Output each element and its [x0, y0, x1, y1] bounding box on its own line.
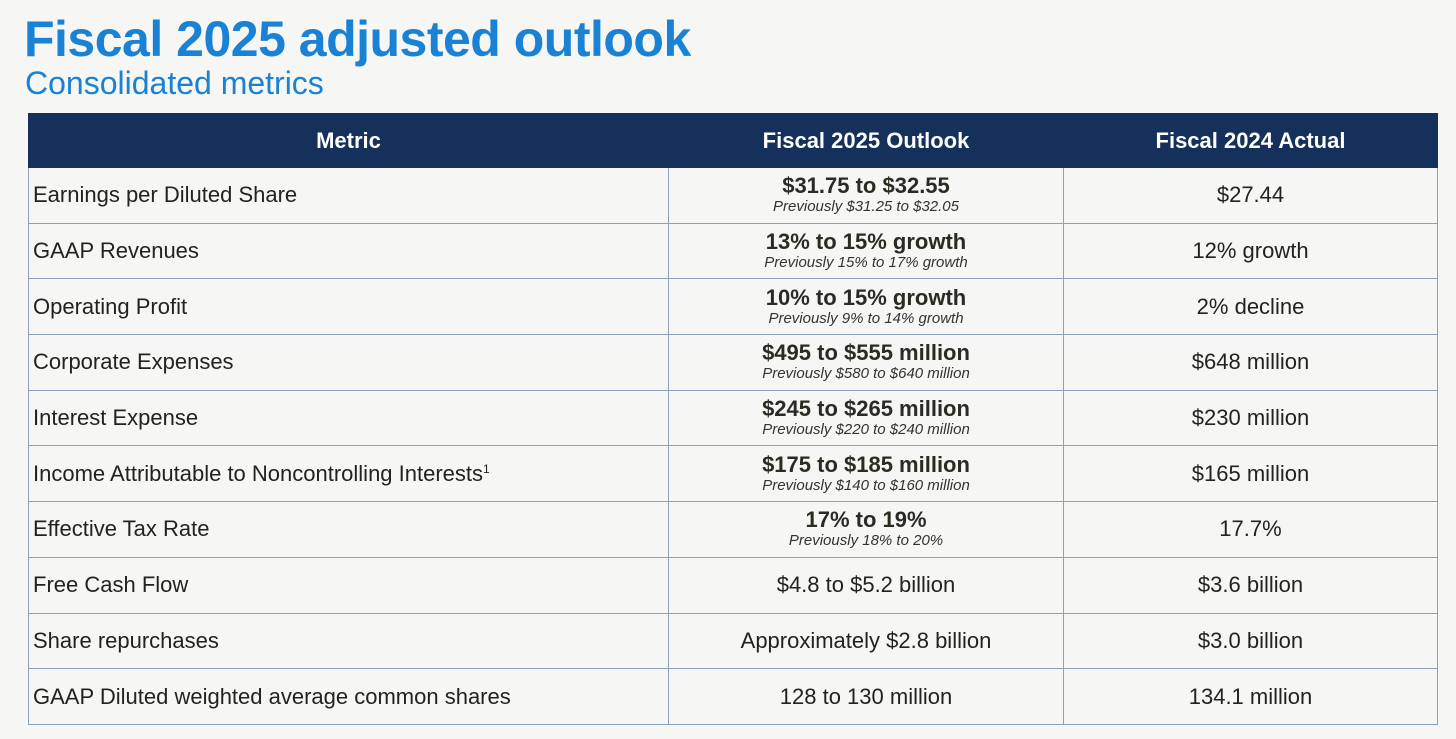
outlook-cell: $245 to $265 million Previously $220 to $… — [668, 389, 1064, 447]
previous-outlook-note: Previously 9% to 14% growth — [768, 309, 964, 327]
previous-outlook-note: Previously $31.25 to $32.05 — [773, 198, 959, 216]
actual-value: $3.0 billion — [1197, 627, 1304, 653]
outlook-value: $175 to $185 million — [762, 451, 970, 477]
outlook-value: 128 to 130 million — [779, 683, 953, 709]
actual-cell: 17.7% — [1063, 501, 1438, 558]
table-row: Income Attributable to Noncontrolling In… — [28, 445, 1438, 503]
page-subtitle: Consolidated metrics — [25, 65, 324, 101]
table-row: Interest Expense $245 to $265 million Prev… — [28, 389, 1438, 447]
actual-cell: $230 million — [1063, 389, 1438, 447]
actual-cell: 2% decline — [1063, 278, 1438, 336]
outlook-cell: Approximately $2.8 billion — [668, 612, 1064, 670]
actual-value: 12% growth — [1192, 238, 1309, 264]
header-actual: Fiscal 2024 Actual — [1063, 113, 1438, 168]
actual-value: $165 million — [1191, 460, 1310, 486]
outlook-cell: 17% to 19% Previously 18% to 20% — [668, 501, 1064, 558]
outlook-value: 10% to 15% growth — [765, 284, 967, 310]
actual-value: 134.1 million — [1188, 683, 1313, 709]
metric-label: Corporate Expenses — [33, 349, 234, 375]
outlook-value: 13% to 15% growth — [765, 229, 967, 255]
previous-outlook-note: Previously $580 to $640 million — [762, 365, 970, 383]
outlook-cell: $495 to $555 million Previously $580 to $… — [668, 334, 1064, 391]
outlook-cell: $31.75 to $32.55 Previously $31.25 to $32… — [668, 167, 1064, 224]
actual-cell: 12% growth — [1063, 222, 1438, 280]
actual-cell: $165 million — [1063, 445, 1438, 503]
outlook-cell: 10% to 15% growth Previously 9% to 14% gr… — [668, 278, 1064, 336]
actual-cell: 134.1 million — [1063, 668, 1438, 725]
table-row: Share repurchases Approximately $2.8 bill… — [28, 612, 1438, 670]
metric-cell: Interest Expense — [28, 389, 669, 447]
actual-cell: $648 million — [1063, 334, 1438, 391]
header-metric: Metric — [28, 113, 669, 168]
table-row: GAAP Revenues 13% to 15% growth Previously… — [28, 222, 1438, 280]
metric-cell: Share repurchases — [28, 612, 669, 670]
outlook-value: 17% to 19% — [805, 507, 927, 533]
outlook-cell: 13% to 15% growth Previously 15% to 17% g… — [668, 222, 1064, 280]
actual-value: 2% decline — [1196, 293, 1305, 319]
outlook-table: Metric Fiscal 2025 Outlook Fiscal 2024 A… — [28, 113, 1438, 725]
table-row: Operating Profit 10% to 15% growth Previou… — [28, 278, 1438, 336]
metric-label: Free Cash Flow — [33, 572, 189, 598]
actual-value: $27.44 — [1216, 182, 1285, 208]
metric-label: Interest Expense — [33, 405, 199, 431]
metric-cell: GAAP Revenues — [28, 222, 669, 280]
table-body: Earnings per Diluted Share $31.75 to $32.… — [28, 167, 1438, 725]
table-header: Metric Fiscal 2025 Outlook Fiscal 2024 A… — [28, 113, 1438, 168]
actual-cell: $27.44 — [1063, 167, 1438, 224]
previous-outlook-note: Previously $220 to $240 million — [762, 421, 970, 439]
page-title: Fiscal 2025 adjusted outlook — [24, 11, 691, 67]
metric-label: GAAP Revenues — [33, 238, 199, 264]
actual-value: $230 million — [1191, 405, 1310, 431]
metric-label: Effective Tax Rate — [33, 516, 210, 542]
previous-outlook-note: Previously $140 to $160 million — [762, 476, 970, 494]
metric-cell: Income Attributable to Noncontrolling In… — [28, 445, 669, 503]
table-row: GAAP Diluted weighted average common sha… — [28, 668, 1438, 725]
metric-label: GAAP Diluted weighted average common sha… — [33, 683, 511, 709]
table-row: Effective Tax Rate 17% to 19% Previously 1… — [28, 501, 1438, 558]
metric-label: Share repurchases — [33, 627, 219, 653]
metric-label: Operating Profit — [33, 293, 188, 319]
outlook-cell: $4.8 to $5.2 billion — [668, 556, 1064, 614]
header-row: Metric Fiscal 2025 Outlook Fiscal 2024 A… — [28, 113, 1438, 168]
outlook-value: $4.8 to $5.2 billion — [776, 572, 956, 598]
metric-cell: Operating Profit — [28, 278, 669, 336]
table-row: Free Cash Flow $4.8 to $5.2 billion $3.6 b… — [28, 556, 1438, 614]
metric-cell: Effective Tax Rate — [28, 501, 669, 558]
outlook-cell: $175 to $185 million Previously $140 to $… — [668, 445, 1064, 503]
outlook-value: $31.75 to $32.55 — [782, 173, 950, 199]
outlook-cell: 128 to 130 million — [668, 668, 1064, 725]
metric-cell: Free Cash Flow — [28, 556, 669, 614]
previous-outlook-note: Previously 18% to 20% — [788, 532, 944, 550]
actual-value: $3.6 billion — [1197, 572, 1304, 598]
actual-value: $648 million — [1191, 349, 1310, 375]
metric-cell: GAAP Diluted weighted average common sha… — [28, 668, 669, 725]
table-row: Earnings per Diluted Share $31.75 to $32.… — [28, 167, 1438, 224]
actual-cell: $3.6 billion — [1063, 556, 1438, 614]
metric-cell: Corporate Expenses — [28, 334, 669, 391]
outlook-value: $495 to $555 million — [762, 340, 970, 366]
header-outlook: Fiscal 2025 Outlook — [668, 113, 1064, 168]
metric-cell: Earnings per Diluted Share — [28, 167, 669, 224]
outlook-value: Approximately $2.8 billion — [740, 627, 992, 653]
footnote-marker: 1 — [483, 461, 490, 476]
actual-cell: $3.0 billion — [1063, 612, 1438, 670]
previous-outlook-note: Previously 15% to 17% growth — [764, 254, 968, 272]
metric-label: Earnings per Diluted Share — [33, 182, 298, 208]
table-row: Corporate Expenses $495 to $555 million Pr… — [28, 334, 1438, 391]
metric-label: Income Attributable to Noncontrolling In… — [33, 460, 484, 486]
actual-value: 17.7% — [1219, 516, 1282, 542]
outlook-value: $245 to $265 million — [762, 396, 970, 422]
